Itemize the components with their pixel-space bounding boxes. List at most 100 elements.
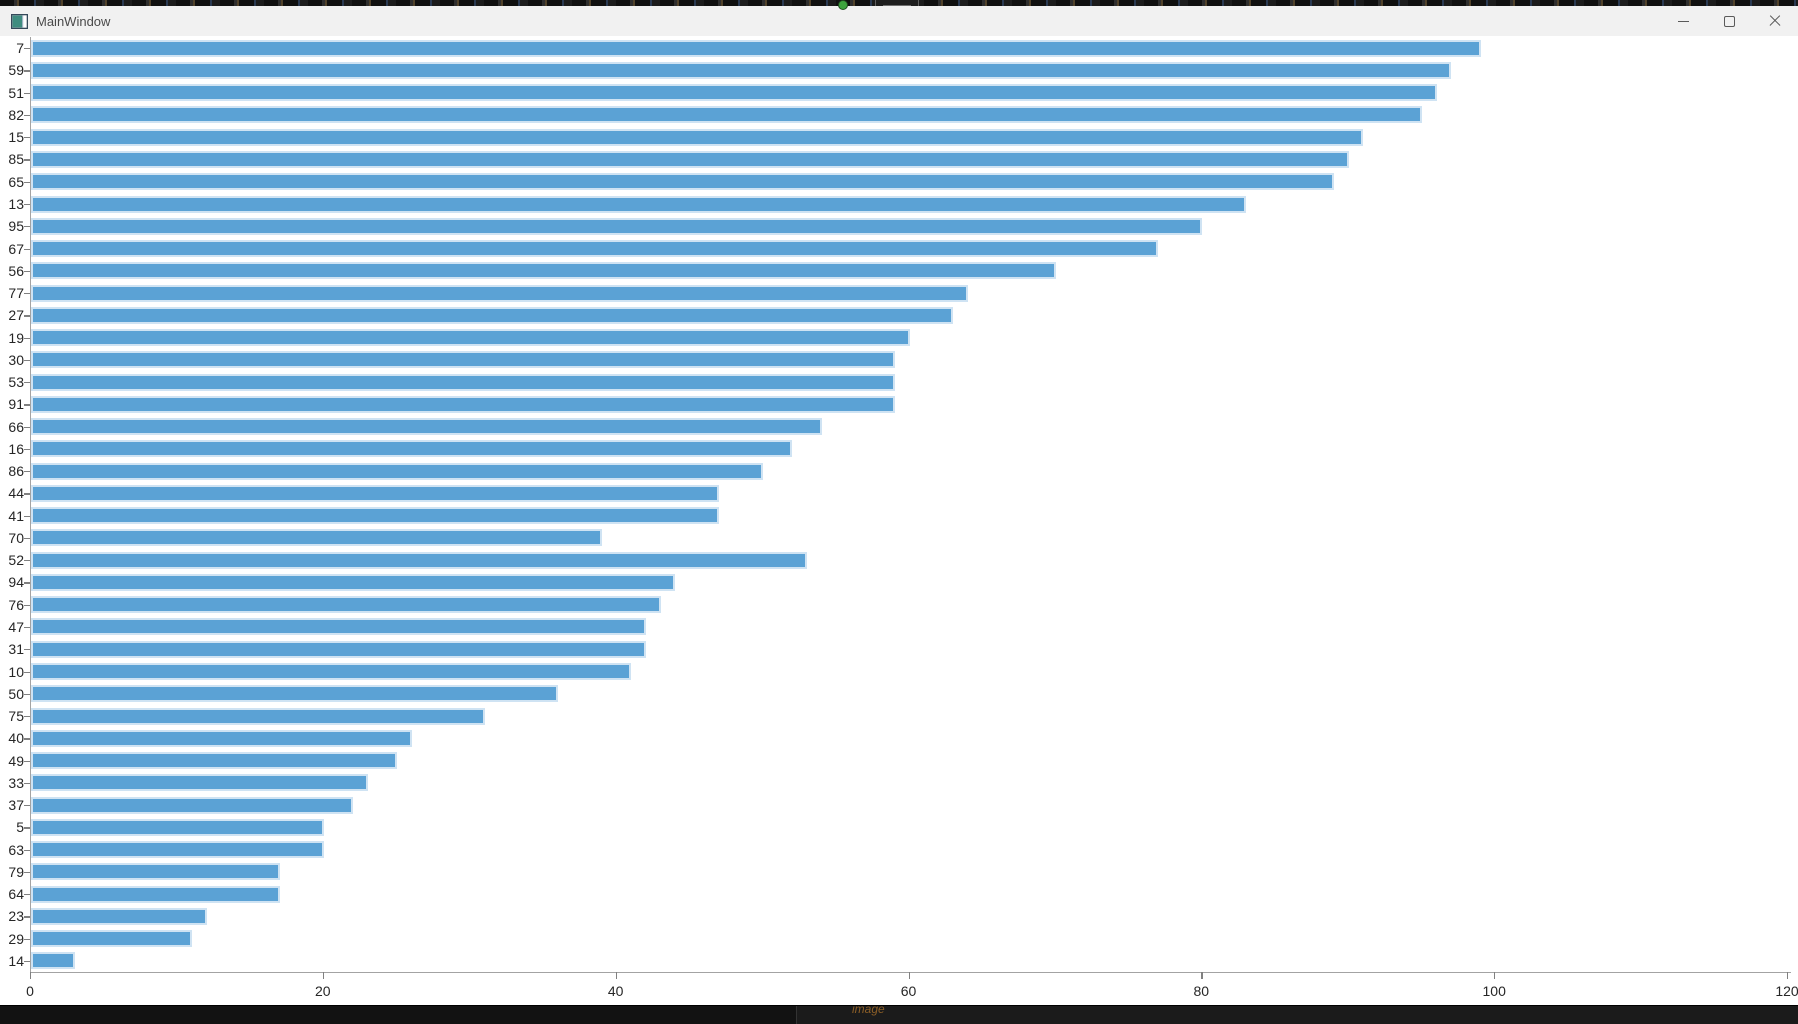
x-tick <box>908 972 910 979</box>
y-tick-label: 91 <box>8 396 24 413</box>
y-tick <box>24 738 30 740</box>
green-dot-icon <box>839 1 847 9</box>
bar <box>31 61 1452 79</box>
bar <box>31 39 1481 57</box>
y-tick-label: 33 <box>8 774 24 791</box>
bar <box>31 284 969 302</box>
y-tick-label: 40 <box>8 730 24 747</box>
y-tick <box>24 448 30 451</box>
y-tick-label: 63 <box>8 841 24 858</box>
bar <box>31 351 895 369</box>
window-controls <box>1660 6 1798 36</box>
bar <box>31 440 793 458</box>
y-tick-label: 41 <box>8 507 24 524</box>
close-icon <box>1769 15 1781 27</box>
bar <box>31 195 1247 213</box>
y-tick-label: 16 <box>8 440 24 457</box>
y-tick <box>24 204 30 206</box>
y-tick-label: 49 <box>8 752 24 769</box>
y-tick-label: 85 <box>8 151 24 168</box>
x-tick <box>1201 972 1203 979</box>
y-tick <box>24 716 30 718</box>
y-tick-label: 70 <box>8 529 24 546</box>
y-tick-label: 47 <box>8 618 24 635</box>
minimize-button[interactable] <box>1660 6 1706 36</box>
y-tick-label: 44 <box>8 485 24 502</box>
bar <box>31 484 720 502</box>
y-tick-label: 30 <box>8 351 24 368</box>
y-tick-label: 56 <box>8 262 24 279</box>
y-tick-label: 51 <box>8 84 24 101</box>
y-tick <box>24 693 30 695</box>
y-tick <box>24 359 30 362</box>
y-tick <box>24 626 30 629</box>
bar <box>31 841 324 859</box>
y-tick-label: 27 <box>8 307 24 324</box>
bar <box>31 796 354 814</box>
y-tick <box>24 649 30 651</box>
bar <box>31 529 602 547</box>
maximize-icon <box>1723 15 1735 27</box>
y-tick <box>24 114 30 117</box>
y-tick-label: 13 <box>8 196 24 212</box>
bar <box>31 150 1349 168</box>
y-tick-label: 66 <box>8 418 24 435</box>
bar <box>31 596 661 614</box>
x-tick <box>322 972 325 979</box>
bar <box>31 930 193 948</box>
y-tick <box>24 315 30 317</box>
bar <box>31 863 280 881</box>
bar <box>31 173 1335 191</box>
bar <box>31 329 910 346</box>
y-tick-label: 75 <box>8 708 24 724</box>
x-tick-label: 120 <box>1775 983 1798 999</box>
x-tick-label: 0 <box>26 983 34 999</box>
y-tick-label: 37 <box>8 797 24 813</box>
y-tick-label: 52 <box>8 552 24 569</box>
bar <box>31 507 720 525</box>
bar <box>31 462 764 480</box>
bar <box>31 685 559 703</box>
y-tick <box>24 515 30 517</box>
y-tick-label: 59 <box>8 62 24 79</box>
window-title: MainWindow <box>36 13 111 29</box>
bar <box>31 729 412 747</box>
y-tick <box>24 560 30 562</box>
y-tick <box>24 938 30 940</box>
y-tick-label: 53 <box>8 374 24 391</box>
y-tick <box>24 960 30 963</box>
y-tick <box>24 426 30 428</box>
maximize-button[interactable] <box>1706 6 1752 36</box>
y-tick <box>24 871 30 874</box>
plot: 7 59 51 82 15 85 65 13 95 67 56 77 27 19 30 53 91 66 16 86 4… <box>0 36 1798 1005</box>
y-tick-label: 79 <box>8 863 24 880</box>
x-tick <box>1787 972 1789 979</box>
bar <box>31 373 895 391</box>
y-tick-label: 7 <box>16 40 24 57</box>
y-tick-label: 77 <box>8 285 24 301</box>
y-tick-label: 23 <box>8 908 24 925</box>
y-tick <box>24 671 30 673</box>
y-tick <box>24 471 30 473</box>
x-tick-label: 60 <box>900 983 917 999</box>
close-button[interactable] <box>1752 6 1798 36</box>
y-tick <box>24 226 30 228</box>
y-tick-label: 50 <box>8 685 24 702</box>
x-tick <box>615 972 617 979</box>
bar <box>31 395 895 413</box>
y-tick-label: 76 <box>8 596 24 613</box>
x-tick <box>30 972 32 979</box>
y-tick-label: 31 <box>8 641 24 658</box>
y-tick <box>24 92 30 94</box>
background-app-bottom-strip: image <box>0 1005 1798 1024</box>
bar <box>31 262 1056 280</box>
bar <box>31 907 207 925</box>
title-bar[interactable]: MainWindow <box>0 6 1798 36</box>
y-tick-label: 94 <box>8 574 24 591</box>
bar <box>31 774 368 792</box>
y-tick <box>24 70 30 72</box>
y-tick-label: 5 <box>16 819 24 836</box>
y-tick <box>24 760 30 762</box>
y-tick <box>24 894 30 896</box>
